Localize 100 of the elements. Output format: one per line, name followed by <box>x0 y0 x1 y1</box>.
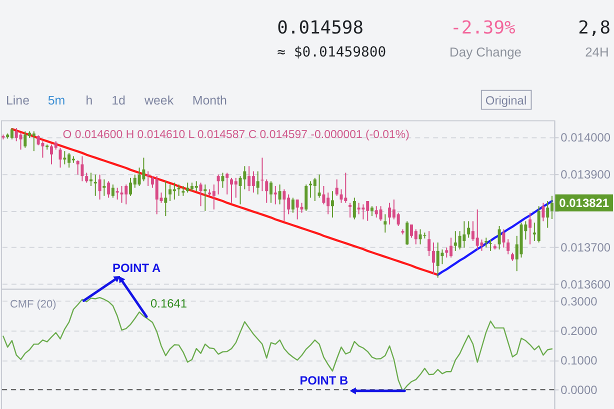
candlestick <box>296 199 299 220</box>
text: week <box>144 93 174 108</box>
candlestick <box>318 174 321 198</box>
candlestick <box>221 172 224 188</box>
text: -2.39% <box>450 18 516 39</box>
candlestick <box>467 220 470 238</box>
candlestick <box>243 166 246 190</box>
candlestick <box>80 156 84 182</box>
candlestick <box>76 160 80 176</box>
candlestick <box>102 178 106 196</box>
annotation: POINT A <box>112 260 161 275</box>
text: 2,8 <box>578 18 611 39</box>
candlestick <box>428 230 431 257</box>
candlestick <box>340 188 343 204</box>
candlestick <box>85 172 88 184</box>
candlestick <box>462 220 466 248</box>
candlestick <box>313 177 316 202</box>
text: ≈ $0.01459800 <box>277 44 386 60</box>
candlestick <box>304 184 308 212</box>
candlestick <box>238 176 242 205</box>
y-tick-label: 0.1000 <box>560 354 598 368</box>
candlestick <box>300 202 304 214</box>
candlestick <box>546 200 550 228</box>
candlestick <box>226 172 229 195</box>
candlestick <box>120 185 124 204</box>
y-tick-label: 0.013600 <box>560 277 611 292</box>
candlestick <box>32 130 36 152</box>
candlestick <box>199 182 202 207</box>
candlestick <box>212 184 216 210</box>
text: Line <box>6 93 30 108</box>
text: 1d <box>112 93 126 108</box>
candlestick <box>406 220 409 246</box>
candlestick <box>234 177 238 198</box>
candlestick <box>458 230 462 250</box>
candlestick <box>278 184 282 205</box>
candlestick <box>256 170 260 195</box>
candlestick <box>155 176 158 215</box>
line-series <box>2 296 553 392</box>
candlestick <box>142 157 146 182</box>
candlestick <box>418 228 422 245</box>
candlestick <box>282 188 286 222</box>
candlestick <box>502 228 506 248</box>
text: h <box>86 93 93 108</box>
y-tick-label: 0.0000 <box>560 383 598 398</box>
candlestick <box>362 204 365 220</box>
text: 24H <box>585 44 609 60</box>
annotation: O 0.014600 H 0.014610 L 0.014587 C 0.014597 -0.000001 (-0.01%) <box>62 129 410 142</box>
candlestick <box>94 174 97 196</box>
y-tick-label: 0.013700 <box>560 240 611 255</box>
candlestick <box>252 170 255 194</box>
candlestick <box>265 178 268 204</box>
candlestick <box>330 190 334 218</box>
candlestick <box>436 242 440 278</box>
candlestick <box>489 239 492 252</box>
candlestick <box>194 180 198 192</box>
candlestick <box>344 172 348 204</box>
candlestick <box>63 150 66 165</box>
candlestick <box>379 206 382 222</box>
candlestick <box>357 202 360 215</box>
candlestick <box>168 184 172 202</box>
candlestick <box>14 127 18 142</box>
candlestick <box>186 182 190 194</box>
candlestick <box>476 208 479 250</box>
candlestick <box>432 242 435 275</box>
text: Day Change <box>450 44 522 60</box>
candlestick <box>164 180 168 217</box>
annotation: 0.1641 <box>150 296 188 311</box>
candlestick <box>116 187 119 200</box>
candlestick <box>98 174 102 200</box>
text: 5m <box>48 93 66 108</box>
candlestick <box>111 184 114 198</box>
candlestick <box>177 184 180 196</box>
candlestick <box>348 202 352 218</box>
candlestick <box>388 202 392 226</box>
candlestick <box>445 247 448 258</box>
candlestick <box>10 127 14 140</box>
text: 0.014598 <box>277 18 364 39</box>
candlestick <box>384 214 387 234</box>
y-tick-label: 0.2000 <box>560 324 598 338</box>
candlestick <box>270 180 273 204</box>
candlestick <box>440 248 444 265</box>
candlestick <box>352 197 356 220</box>
candlestick <box>506 238 510 255</box>
candlestick <box>260 157 264 192</box>
candlestick <box>248 166 251 192</box>
candlestick <box>129 177 132 196</box>
candlestick <box>182 185 185 196</box>
y-tick-label: 0.014000 <box>560 130 611 145</box>
text: CMF (20) <box>10 298 56 311</box>
candlestick <box>370 206 374 217</box>
candlestick <box>36 134 40 146</box>
candlestick <box>322 185 326 205</box>
candlestick <box>107 180 110 198</box>
text: Original <box>485 93 527 108</box>
text: 0.013821 <box>559 196 610 210</box>
line-series <box>10 128 439 276</box>
candlestick <box>146 170 150 186</box>
annotation: POINT B <box>300 373 349 388</box>
candlestick <box>58 147 62 168</box>
candlestick <box>216 174 220 195</box>
